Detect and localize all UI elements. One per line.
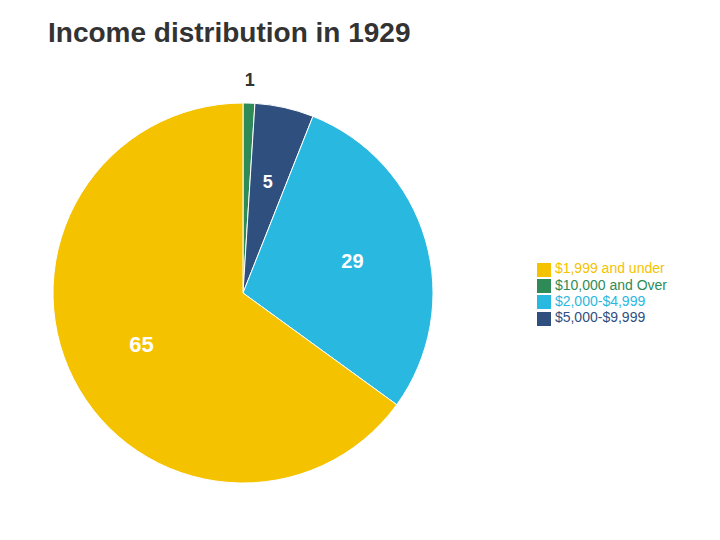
html-text:$5,000-$9,999: $5,000-$9,999 [554,309,646,326]
svg-text:65: 65 [129,332,153,357]
svg-text:5: 5 [263,172,273,192]
html-text:$2,000-$4,999: $2,000-$4,999 [554,293,646,309]
html-text:Income distribution in 1929: Income distribution in 1929 [48,17,411,48]
svg-text:1: 1 [245,70,255,90]
html-text:$10,000 and Over: $10,000 and Over [554,276,667,293]
svg-text:29: 29 [341,250,363,272]
html-text:$1,999 and under: $1,999 and under [554,260,665,277]
